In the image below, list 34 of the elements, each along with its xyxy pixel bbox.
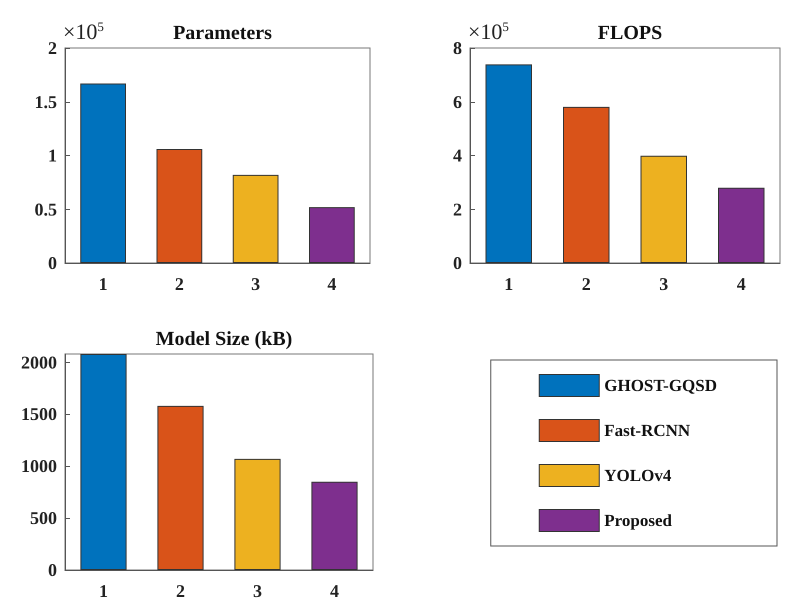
chart-title: FLOPS — [598, 22, 662, 44]
x-tick-label: 3 — [253, 581, 262, 601]
legend-label: Fast-RCNN — [604, 421, 691, 440]
y-tick-label: 0.5 — [34, 199, 57, 220]
x-tick-label: 2 — [176, 581, 185, 601]
legend-label: YOLOv4 — [604, 466, 672, 485]
x-tick-label: 1 — [98, 274, 108, 294]
y-tick-label: 500 — [30, 508, 57, 528]
y-tick-label: 2 — [48, 38, 57, 58]
x-tick-label: 1 — [99, 581, 108, 601]
x-tick-label: 2 — [582, 274, 591, 294]
x-tick-label: 4 — [330, 581, 339, 601]
y-tick-label: 1000 — [21, 456, 57, 476]
y-tick-label: 8 — [453, 38, 462, 58]
x-tick-label: 4 — [327, 274, 336, 294]
y-tick-label: 4 — [453, 146, 462, 166]
x-tick-label: 4 — [736, 274, 746, 294]
x-tick-label: 3 — [251, 274, 260, 294]
x-tick-label: 3 — [659, 274, 668, 294]
y-tick-label: 0 — [48, 253, 57, 273]
legend-label: GHOST-GQSD — [604, 376, 718, 395]
y-tick-label: 0 — [453, 253, 462, 273]
chart-title: Model Size (kB) — [156, 328, 292, 350]
y-tick-label: 2000 — [21, 352, 57, 372]
x-tick-label: 1 — [504, 274, 514, 294]
y-tick-label: 6 — [453, 92, 462, 112]
chart-title: Parameters — [173, 22, 272, 44]
y-tick-label: 1500 — [21, 404, 57, 424]
y-tick-label: 0 — [48, 560, 57, 580]
legend-label: Proposed — [604, 511, 672, 530]
y-tick-label: 1 — [48, 146, 57, 166]
y-tick-label: 1.5 — [34, 92, 57, 112]
x-tick-label: 2 — [174, 274, 184, 294]
y-tick-label: 2 — [453, 199, 462, 220]
